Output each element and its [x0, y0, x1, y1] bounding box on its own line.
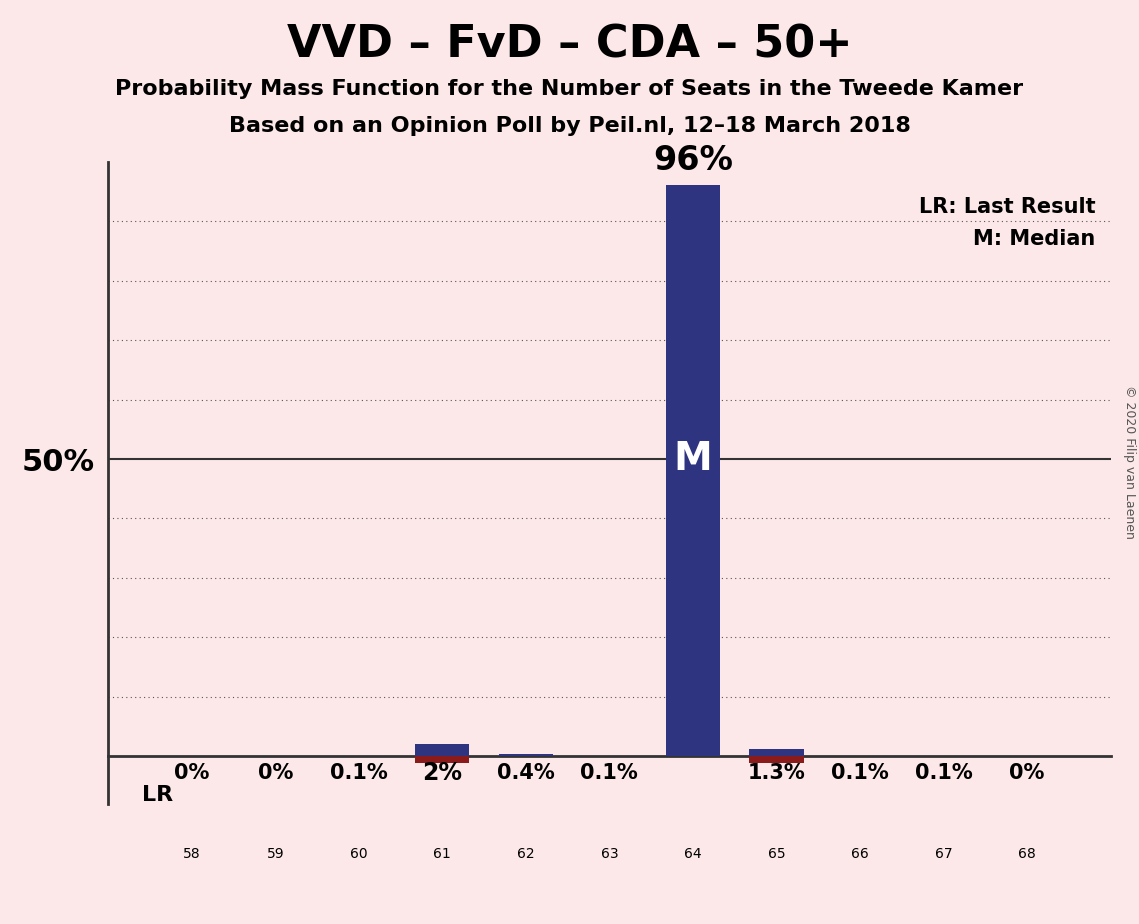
Text: 0.1%: 0.1%: [831, 763, 888, 783]
Text: 0.1%: 0.1%: [330, 763, 387, 783]
Text: Based on an Opinion Poll by Peil.nl, 12–18 March 2018: Based on an Opinion Poll by Peil.nl, 12–…: [229, 116, 910, 136]
Text: 0.4%: 0.4%: [497, 763, 555, 783]
Text: LR: LR: [141, 785, 173, 805]
Text: 0%: 0%: [257, 763, 293, 783]
Bar: [749, 757, 803, 763]
Text: 0%: 0%: [1009, 763, 1044, 783]
Bar: [749, 748, 803, 757]
Text: M: Median: M: Median: [973, 229, 1096, 249]
Bar: [665, 186, 720, 757]
Text: 0%: 0%: [174, 763, 210, 783]
Text: Probability Mass Function for the Number of Seats in the Tweede Kamer: Probability Mass Function for the Number…: [115, 79, 1024, 99]
Text: M: M: [673, 440, 712, 478]
Bar: [499, 754, 552, 757]
Text: 1.3%: 1.3%: [747, 763, 805, 783]
Text: 96%: 96%: [653, 143, 732, 176]
Text: VVD – FvD – CDA – 50+: VVD – FvD – CDA – 50+: [287, 23, 852, 67]
Text: 0.1%: 0.1%: [915, 763, 973, 783]
Text: LR: Last Result: LR: Last Result: [919, 197, 1096, 217]
Bar: [415, 757, 469, 763]
Bar: [415, 745, 469, 757]
Text: 0.1%: 0.1%: [581, 763, 638, 783]
Text: 2%: 2%: [423, 761, 462, 785]
Text: © 2020 Filip van Laenen: © 2020 Filip van Laenen: [1123, 385, 1137, 539]
